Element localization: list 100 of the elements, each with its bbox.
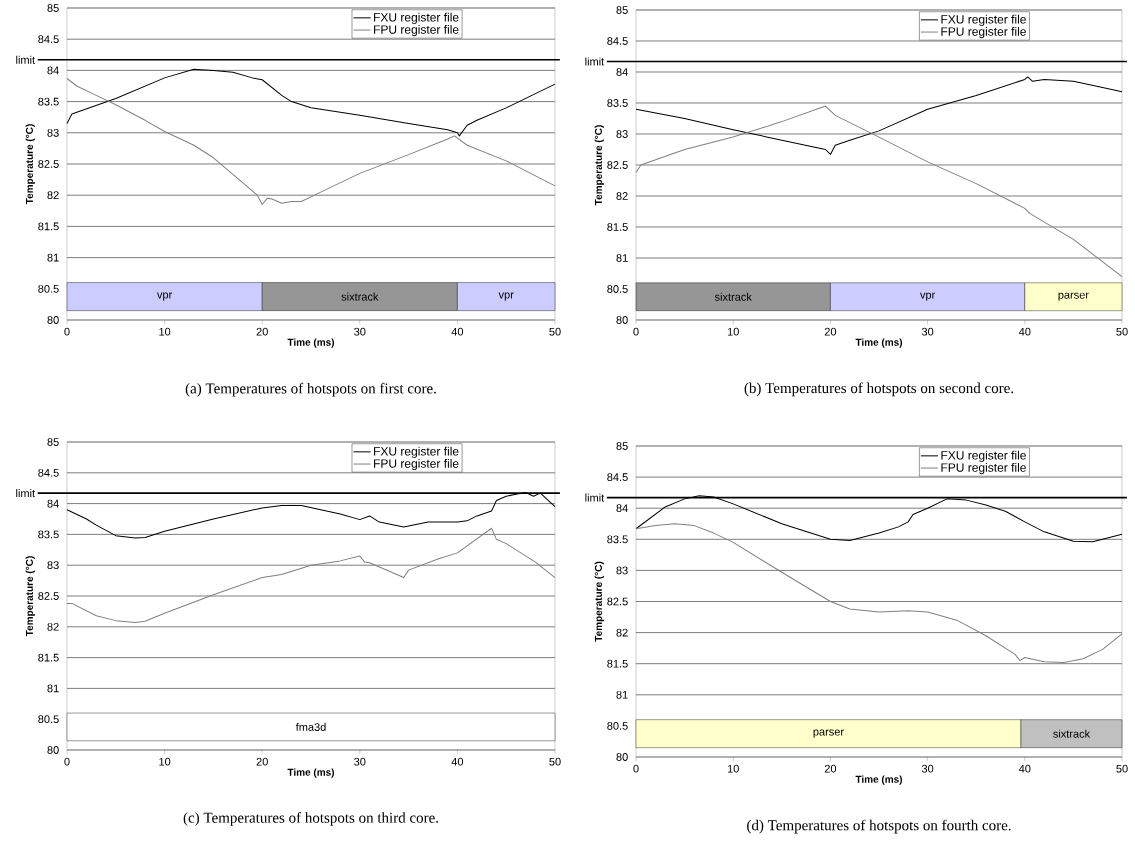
y-tick-label: 80.5 <box>607 285 628 293</box>
ref-line-label: limit <box>16 55 35 64</box>
y-tick-label: 81.5 <box>38 653 59 662</box>
x-tick-label: 10 <box>727 764 739 773</box>
y-tick-label: 84 <box>616 504 628 513</box>
y-tick-label: 85 <box>47 4 59 12</box>
band-label: vpr <box>156 292 173 301</box>
y-tick-label: 82.5 <box>38 160 59 168</box>
y-axis-title: Temperature (°C) <box>594 125 604 206</box>
x-tick-label: 0 <box>633 764 639 773</box>
y-tick-label: 85 <box>616 442 628 450</box>
band-label: parser <box>1058 292 1089 301</box>
y-tick-label: 84 <box>47 499 59 508</box>
y-tick-label: 83.5 <box>38 530 59 539</box>
x-axis-title: Time (ms) <box>855 775 903 785</box>
y-tick-label: 83 <box>47 561 59 570</box>
y-tick-label: 83 <box>616 566 628 575</box>
y-tick-label: 81.5 <box>38 222 59 231</box>
line-series <box>635 76 1123 155</box>
y-tick-label: 80 <box>47 316 59 324</box>
legend-label: FXU register file <box>374 12 459 24</box>
line-series <box>66 68 556 137</box>
y-tick-label: 84.5 <box>38 35 59 44</box>
band-label: sixtrack <box>1053 729 1091 738</box>
legend-label: FXU register file <box>374 446 459 458</box>
x-tick-label: 30 <box>921 764 934 773</box>
x-tick-label: 10 <box>159 327 171 336</box>
x-tick-label: 40 <box>451 757 464 766</box>
y-tick-label: 80 <box>616 753 628 761</box>
band-label: fma3d <box>295 722 326 731</box>
x-tick-label: 50 <box>549 757 561 766</box>
band-label: parser <box>813 729 844 738</box>
y-tick-label: 81 <box>616 690 628 699</box>
legend-label: FPU register file <box>374 24 459 37</box>
x-tick-label: 0 <box>64 757 70 766</box>
x-tick-label: 30 <box>354 757 366 766</box>
y-tick-label: 83.5 <box>607 535 628 544</box>
x-tick-label: 20 <box>824 764 837 773</box>
y-tick-label: 84 <box>616 68 628 76</box>
band-label: vpr <box>498 292 514 301</box>
y-tick-label: 81 <box>616 254 628 262</box>
x-tick-label: 30 <box>354 327 366 336</box>
y-tick-label: 82.5 <box>607 161 628 169</box>
y-tick-label: 82 <box>616 628 628 637</box>
y-tick-label: 82 <box>47 622 59 631</box>
y-tick-label: 84 <box>47 66 59 75</box>
legend-label: FXU register file <box>941 14 1026 26</box>
x-axis-title: Time (ms) <box>287 768 335 778</box>
y-tick-label: 81.5 <box>607 659 628 668</box>
legend-label: FPU register file <box>941 462 1026 475</box>
x-tick-label: 0 <box>64 327 70 336</box>
x-tick-label: 10 <box>159 757 171 766</box>
y-tick-label: 84.5 <box>607 473 628 481</box>
y-tick-label: 83 <box>47 128 59 137</box>
band-label: sixtrack <box>341 292 379 301</box>
y-tick-label: 82 <box>616 192 628 200</box>
text: (b) Temperatures of hotspots on second core. <box>744 382 1014 397</box>
y-tick-label: 83 <box>616 130 628 138</box>
y-tick-label: 80.5 <box>607 722 628 730</box>
y-tick-label: 81 <box>47 684 59 693</box>
legend-label: FPU register file <box>941 26 1026 39</box>
y-tick-label: 83.5 <box>607 99 628 107</box>
y-tick-label: 85 <box>616 6 628 14</box>
text: (a) Temperatures of hotspots on first core. <box>185 382 436 397</box>
ref-line-label: limit <box>585 57 605 66</box>
y-tick-label: 85 <box>47 438 59 446</box>
x-axis-title: Time (ms) <box>855 338 903 348</box>
x-tick-label: 50 <box>1116 327 1128 336</box>
y-tick-label: 83.5 <box>38 97 59 106</box>
y-tick-label: 84.5 <box>38 468 59 477</box>
y-tick-label: 82 <box>47 191 59 200</box>
band-label: vpr <box>920 292 936 301</box>
text: (c) Temperatures of hotspots on third core. <box>183 812 439 826</box>
x-tick-label: 40 <box>1018 764 1031 773</box>
x-tick-label: 20 <box>256 327 268 336</box>
band-label: sixtrack <box>714 292 752 301</box>
x-axis-title: Time (ms) <box>287 338 335 348</box>
y-tick-label: 80.5 <box>38 715 59 724</box>
legend-label: FPU register file <box>374 458 459 471</box>
y-axis-title: Temperature (°C) <box>25 556 35 637</box>
y-tick-label: 80.5 <box>38 284 59 293</box>
y-tick-label: 84.5 <box>607 37 628 45</box>
y-tick-label: 81 <box>47 253 59 262</box>
y-tick-label: 82.5 <box>607 597 628 606</box>
x-tick-label: 50 <box>549 327 561 336</box>
x-tick-label: 50 <box>1116 764 1128 773</box>
legend-label: FXU register file <box>941 450 1026 462</box>
x-tick-label: 20 <box>256 757 268 766</box>
y-tick-label: 82.5 <box>38 592 59 600</box>
y-axis-title: Temperature (°C) <box>594 561 604 642</box>
ref-line-label: limit <box>585 493 605 502</box>
x-tick-label: 0 <box>633 327 639 336</box>
x-tick-label: 10 <box>727 327 739 336</box>
x-tick-label: 30 <box>921 327 934 336</box>
text: (d) Temperatures of hotspots on fourth core. <box>747 819 1011 834</box>
x-tick-label: 20 <box>824 327 837 336</box>
y-tick-label: 80 <box>47 746 59 754</box>
y-tick-label: 80 <box>616 316 628 324</box>
x-tick-label: 40 <box>451 327 464 336</box>
x-tick-label: 40 <box>1018 327 1031 336</box>
